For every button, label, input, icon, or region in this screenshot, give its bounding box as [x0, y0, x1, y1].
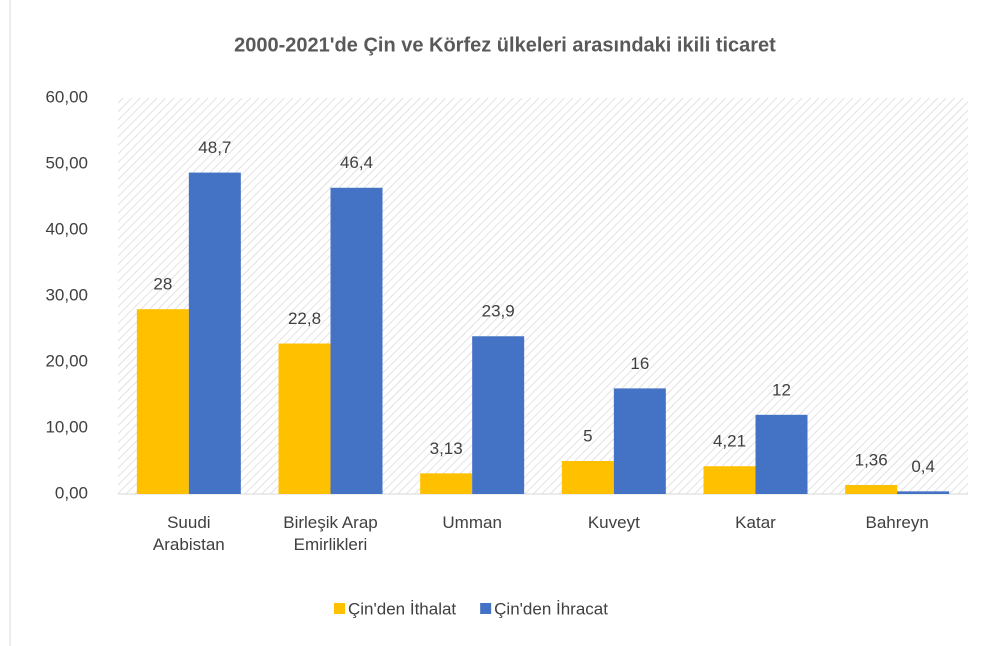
x-tick-label: Kuveyt: [587, 513, 640, 532]
data-label: 16: [630, 354, 649, 373]
bar: [755, 414, 808, 494]
legend-swatch: [334, 603, 345, 614]
x-tick-label: Birleşik Arap Emirlikleri: [283, 513, 378, 554]
data-label: 48,7: [198, 138, 231, 157]
bar: [897, 491, 950, 494]
y-tick-label: 10,00: [45, 417, 88, 436]
x-tick-label: Katar: [735, 513, 776, 532]
x-tick-label: Suudi Arabistan: [152, 513, 225, 554]
y-tick-label: 0,00: [55, 483, 88, 502]
bar: [136, 309, 189, 494]
data-label: 1,36: [855, 451, 888, 470]
plot-area: [118, 98, 968, 494]
data-label: 23,9: [482, 302, 515, 321]
chart-title: 2000-2021'de Çin ve Körfez ülkeleri aras…: [234, 34, 776, 56]
x-tick-label: Bahreyn: [865, 513, 929, 532]
legend-swatch: [480, 603, 492, 614]
legend-label: Çin'den İhracat: [494, 599, 608, 618]
x-tick-label: Umman: [442, 513, 502, 532]
data-label: 22,8: [288, 309, 321, 328]
legend-label: Çin'den İthalat: [348, 599, 456, 618]
data-label: 5: [583, 426, 592, 445]
data-label: 28: [153, 275, 172, 294]
bar: [472, 336, 525, 494]
bar: [330, 187, 383, 494]
bar: [613, 388, 666, 494]
bar: [188, 172, 241, 494]
bar: [703, 466, 756, 494]
data-label: 12: [772, 380, 791, 399]
bar: [420, 473, 473, 494]
y-tick-label: 20,00: [45, 351, 88, 370]
bar: [845, 485, 898, 494]
y-tick-label: 60,00: [45, 87, 88, 106]
data-label: 3,13: [430, 439, 463, 458]
chart-frame: [9, 0, 11, 646]
data-label: 4,21: [713, 432, 746, 451]
bar: [278, 343, 331, 494]
data-label: 46,4: [340, 153, 373, 172]
y-tick-label: 30,00: [45, 285, 88, 304]
y-tick-label: 40,00: [45, 219, 88, 238]
y-tick-label: 50,00: [45, 153, 88, 172]
bar: [561, 461, 614, 494]
data-label: 0,4: [911, 457, 935, 476]
